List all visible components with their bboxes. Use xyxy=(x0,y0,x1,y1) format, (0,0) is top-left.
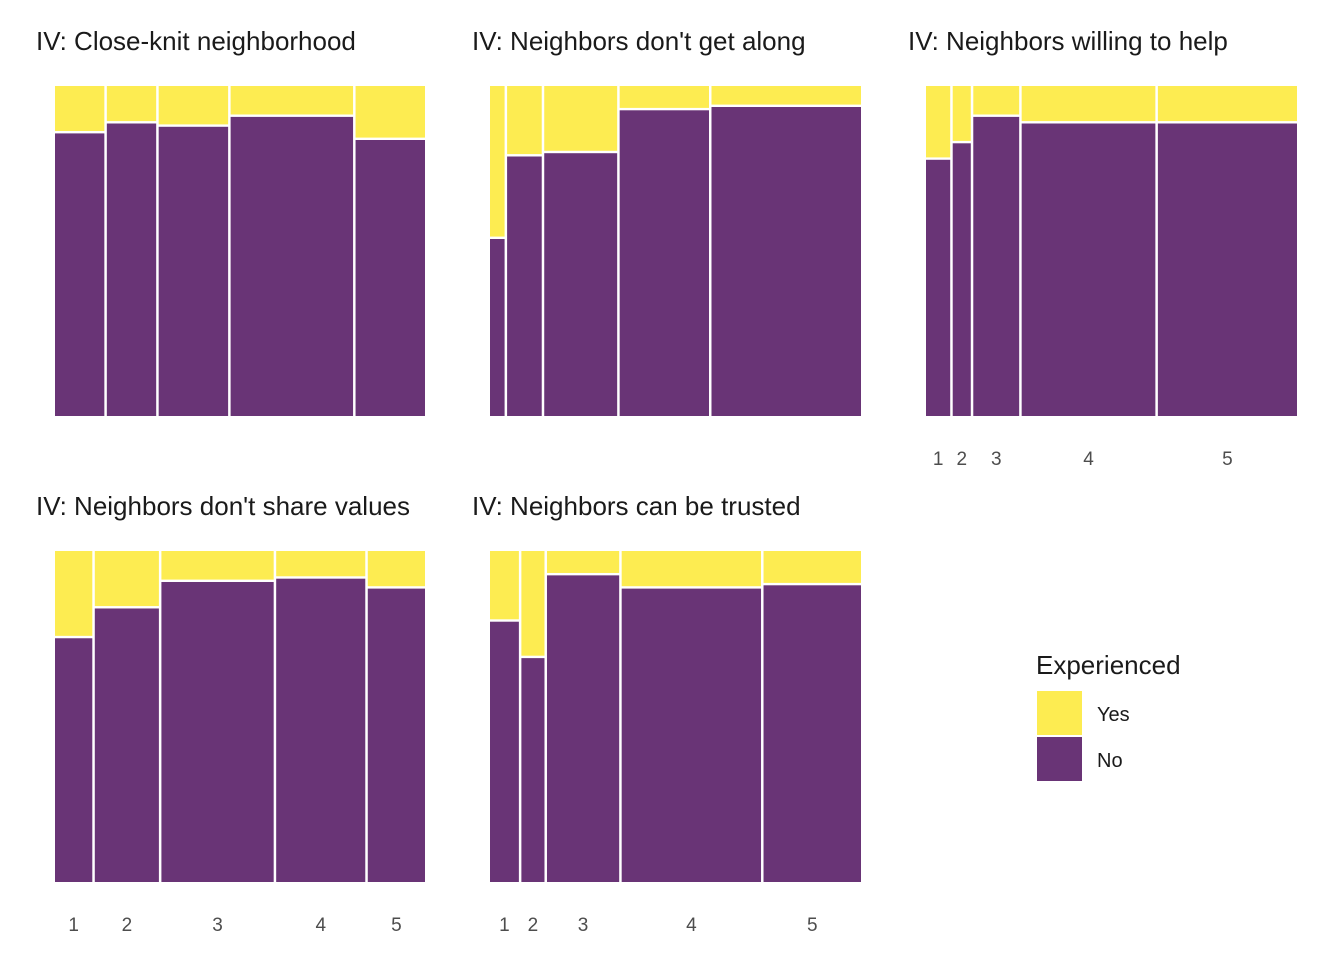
mosaic-cell-no xyxy=(55,638,93,882)
panel-title: IV: Neighbors can be trusted xyxy=(472,491,801,521)
mosaic-cell-yes xyxy=(1157,86,1297,122)
mosaic-cell-yes xyxy=(973,86,1020,115)
mosaic-cell-no xyxy=(161,581,274,882)
legend-label-no: No xyxy=(1097,750,1123,772)
x-tick-label: 5 xyxy=(807,915,818,936)
x-tick-label: 3 xyxy=(212,915,223,936)
mosaic-cell-no xyxy=(711,107,861,416)
mosaic-cell-no xyxy=(94,608,159,882)
mosaic-cell-no xyxy=(490,239,505,416)
mosaic-cell-no xyxy=(355,140,425,416)
panel-title: IV: Neighbors don't get along xyxy=(472,26,806,56)
x-tick-label: 5 xyxy=(391,915,402,936)
mosaic-cell-yes xyxy=(952,86,971,141)
mosaic-cell-no xyxy=(158,126,229,417)
mosaic-cell-no xyxy=(490,621,519,882)
mosaic-cell-yes xyxy=(55,86,105,131)
mosaic-cell-yes xyxy=(621,551,762,587)
x-tick-label: 2 xyxy=(122,915,133,936)
mosaic-cell-yes xyxy=(763,551,861,583)
mosaic-cell-no xyxy=(55,133,105,416)
mosaic-cell-no xyxy=(521,658,545,882)
x-tick-label: 1 xyxy=(68,915,79,936)
mosaic-cell-no xyxy=(1021,123,1156,416)
x-tick-label: 5 xyxy=(1222,449,1233,470)
mosaic-cell-yes xyxy=(158,86,229,125)
x-tick-label: 2 xyxy=(528,915,539,936)
mosaic-cell-no xyxy=(546,575,620,882)
mosaic-cell-yes xyxy=(94,551,159,607)
legend-key-no xyxy=(1037,737,1082,781)
legend-label-yes: Yes xyxy=(1097,704,1130,726)
mosaic-cell-yes xyxy=(161,551,274,580)
legend-title: Experienced xyxy=(1036,650,1181,680)
panel-title: IV: Close-knit neighborhood xyxy=(36,26,356,56)
mosaic-cell-yes xyxy=(230,86,354,115)
mosaic-cell-yes xyxy=(490,551,519,620)
mosaic-cell-no xyxy=(952,143,971,417)
mosaic-cell-no xyxy=(367,588,425,882)
x-tick-label: 4 xyxy=(315,915,326,936)
x-tick-label: 1 xyxy=(499,915,510,936)
mosaic-cell-no xyxy=(621,588,762,882)
mosaic-cell-yes xyxy=(355,86,425,138)
mosaic-cell-no xyxy=(619,110,709,417)
mosaic-cell-yes xyxy=(106,86,157,122)
x-tick-label: 3 xyxy=(578,915,589,936)
legend-key-yes xyxy=(1037,691,1082,735)
mosaic-cell-yes xyxy=(619,86,709,108)
x-tick-label: 3 xyxy=(991,449,1002,470)
mosaic-cell-no xyxy=(276,578,366,882)
mosaic-cell-no xyxy=(763,585,861,882)
mosaic-cell-no xyxy=(973,116,1020,417)
mosaic-cell-yes xyxy=(55,551,93,636)
mosaic-cell-yes xyxy=(521,551,545,656)
mosaic-cell-yes xyxy=(490,86,505,237)
x-tick-label: 4 xyxy=(1083,449,1094,470)
mosaic-cell-yes xyxy=(926,86,951,158)
x-tick-label: 2 xyxy=(956,449,967,470)
panel-title: IV: Neighbors willing to help xyxy=(908,26,1228,56)
mosaic-cell-yes xyxy=(367,551,425,587)
mosaic-cell-no xyxy=(544,153,618,416)
mosaic-cell-yes xyxy=(276,551,366,577)
panel-title: IV: Neighbors don't share values xyxy=(36,491,410,521)
mosaic-cell-yes xyxy=(711,86,861,105)
mosaic-cell-yes xyxy=(507,86,542,155)
mosaic-cell-yes xyxy=(544,86,618,151)
mosaic-cell-yes xyxy=(1021,86,1156,122)
mosaic-cell-no xyxy=(230,116,354,417)
mosaic-cell-no xyxy=(507,156,542,416)
mosaic-cell-no xyxy=(106,123,157,416)
mosaic-cell-no xyxy=(1157,123,1297,416)
x-tick-label: 4 xyxy=(686,915,697,936)
x-tick-label: 1 xyxy=(933,449,944,470)
mosaic-cell-yes xyxy=(546,551,620,573)
mosaic-cell-no xyxy=(926,159,951,417)
